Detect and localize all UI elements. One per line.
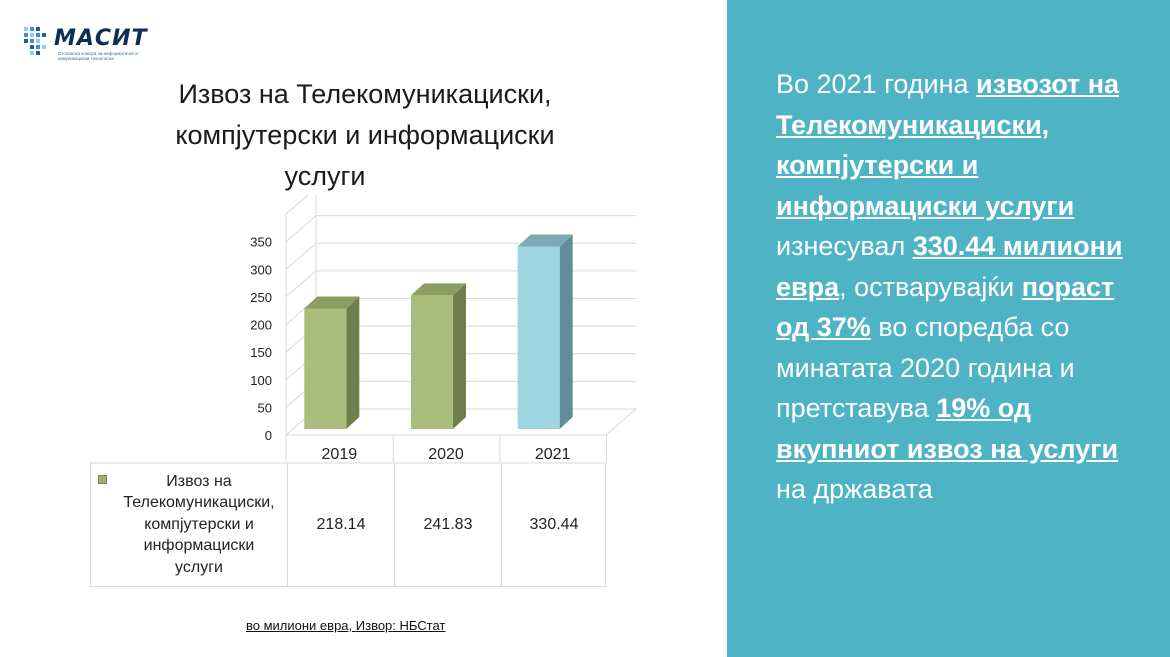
legend-line: информациски <box>143 537 255 555</box>
y-tick-label: 300 <box>250 262 272 277</box>
chart-title-line2: компјутерски и информациски <box>175 120 555 150</box>
chart-title-line1: Извоз на Телекомуникациски, <box>178 79 552 109</box>
y-tick-label: 150 <box>250 345 272 360</box>
data-table: Извоз на Телекомуникациски, компјутерски… <box>90 463 606 587</box>
bar <box>304 308 347 429</box>
x-category-label: 2019 <box>322 446 358 463</box>
source-label: Извор <box>355 618 393 633</box>
gridline <box>285 215 636 243</box>
logo-subtitle: Стопанска комора за информатичке и комун… <box>58 51 138 61</box>
bar-side <box>346 296 360 429</box>
value-cell-2021: 330.44 <box>501 463 606 586</box>
bar-side <box>559 234 573 429</box>
y-tick-label: 250 <box>250 290 272 305</box>
legend-label: Извоз на Телекомуникациски, компјутерски… <box>123 471 274 579</box>
y-tick-label: 350 <box>250 235 272 250</box>
legend-line: Телекомуникациски, <box>123 494 275 512</box>
summary-part: во споредба со минатата 2020 година и пр… <box>776 312 1075 423</box>
chart-title: Извоз на Телекомуникациски, компјутерски… <box>120 74 610 197</box>
bar-top <box>411 283 466 296</box>
bar-top <box>517 234 573 247</box>
summary-highlight: извозот на Телекомуникациски, компјутерс… <box>776 69 1120 221</box>
summary-text: Во 2021 година извозот на Телекомуникаци… <box>776 64 1126 510</box>
legend-line: компјутерски и <box>144 515 254 533</box>
bar-top <box>304 296 360 309</box>
summary-part: Во 2021 година <box>776 69 977 99</box>
source-note: во милиони евра, Извор: НБСтат <box>246 618 445 633</box>
legend-swatch-icon <box>98 475 107 484</box>
logo-dots-icon <box>24 27 46 55</box>
x-category-label: 2021 <box>535 446 571 463</box>
logo-wordmark: МАСИТ <box>54 26 148 51</box>
legend-line: Извоз на <box>166 472 232 490</box>
source-suffix: : НБСтат <box>392 618 446 633</box>
x-category-label: 2020 <box>428 446 464 463</box>
bar <box>517 246 560 429</box>
summary-highlight: 19% од вкупниот извоз на услуги <box>776 393 1119 464</box>
y-tick-label: 0 <box>265 428 272 443</box>
y-tick-label: 50 <box>258 400 272 415</box>
summary-part: на државата <box>776 474 933 504</box>
summary-part: , остварувајќи <box>839 271 1022 302</box>
summary-highlight: 330.44 милиони евра <box>776 231 1123 302</box>
legend-cell: Извоз на Телекомуникациски, компјутерски… <box>91 463 287 586</box>
masit-logo: МАСИТ Стопанска комора за информатичке и… <box>22 20 162 62</box>
summary-highlight: пораст од 37% <box>776 271 1115 343</box>
chart-title-line3: услуги <box>284 161 366 191</box>
y-tick-label: 100 <box>250 373 272 388</box>
y-tick-label: 200 <box>250 318 272 333</box>
value-cell-2019: 218.14 <box>287 463 394 586</box>
summary-panel: Во 2021 година извозот на Телекомуникаци… <box>727 0 1170 657</box>
gridline <box>285 242 636 270</box>
source-prefix: во милиони евра, <box>246 618 356 633</box>
gridline <box>285 195 309 215</box>
summary-part: изнесувал <box>776 231 913 261</box>
bar <box>411 295 453 429</box>
bar-chart: 0 50 100 150 200 250 300 350 2019 2020 2021 <box>90 195 638 464</box>
value-cell-2020: 241.83 <box>394 463 501 586</box>
bar-side <box>453 283 466 429</box>
legend-line: услуги <box>175 558 223 576</box>
